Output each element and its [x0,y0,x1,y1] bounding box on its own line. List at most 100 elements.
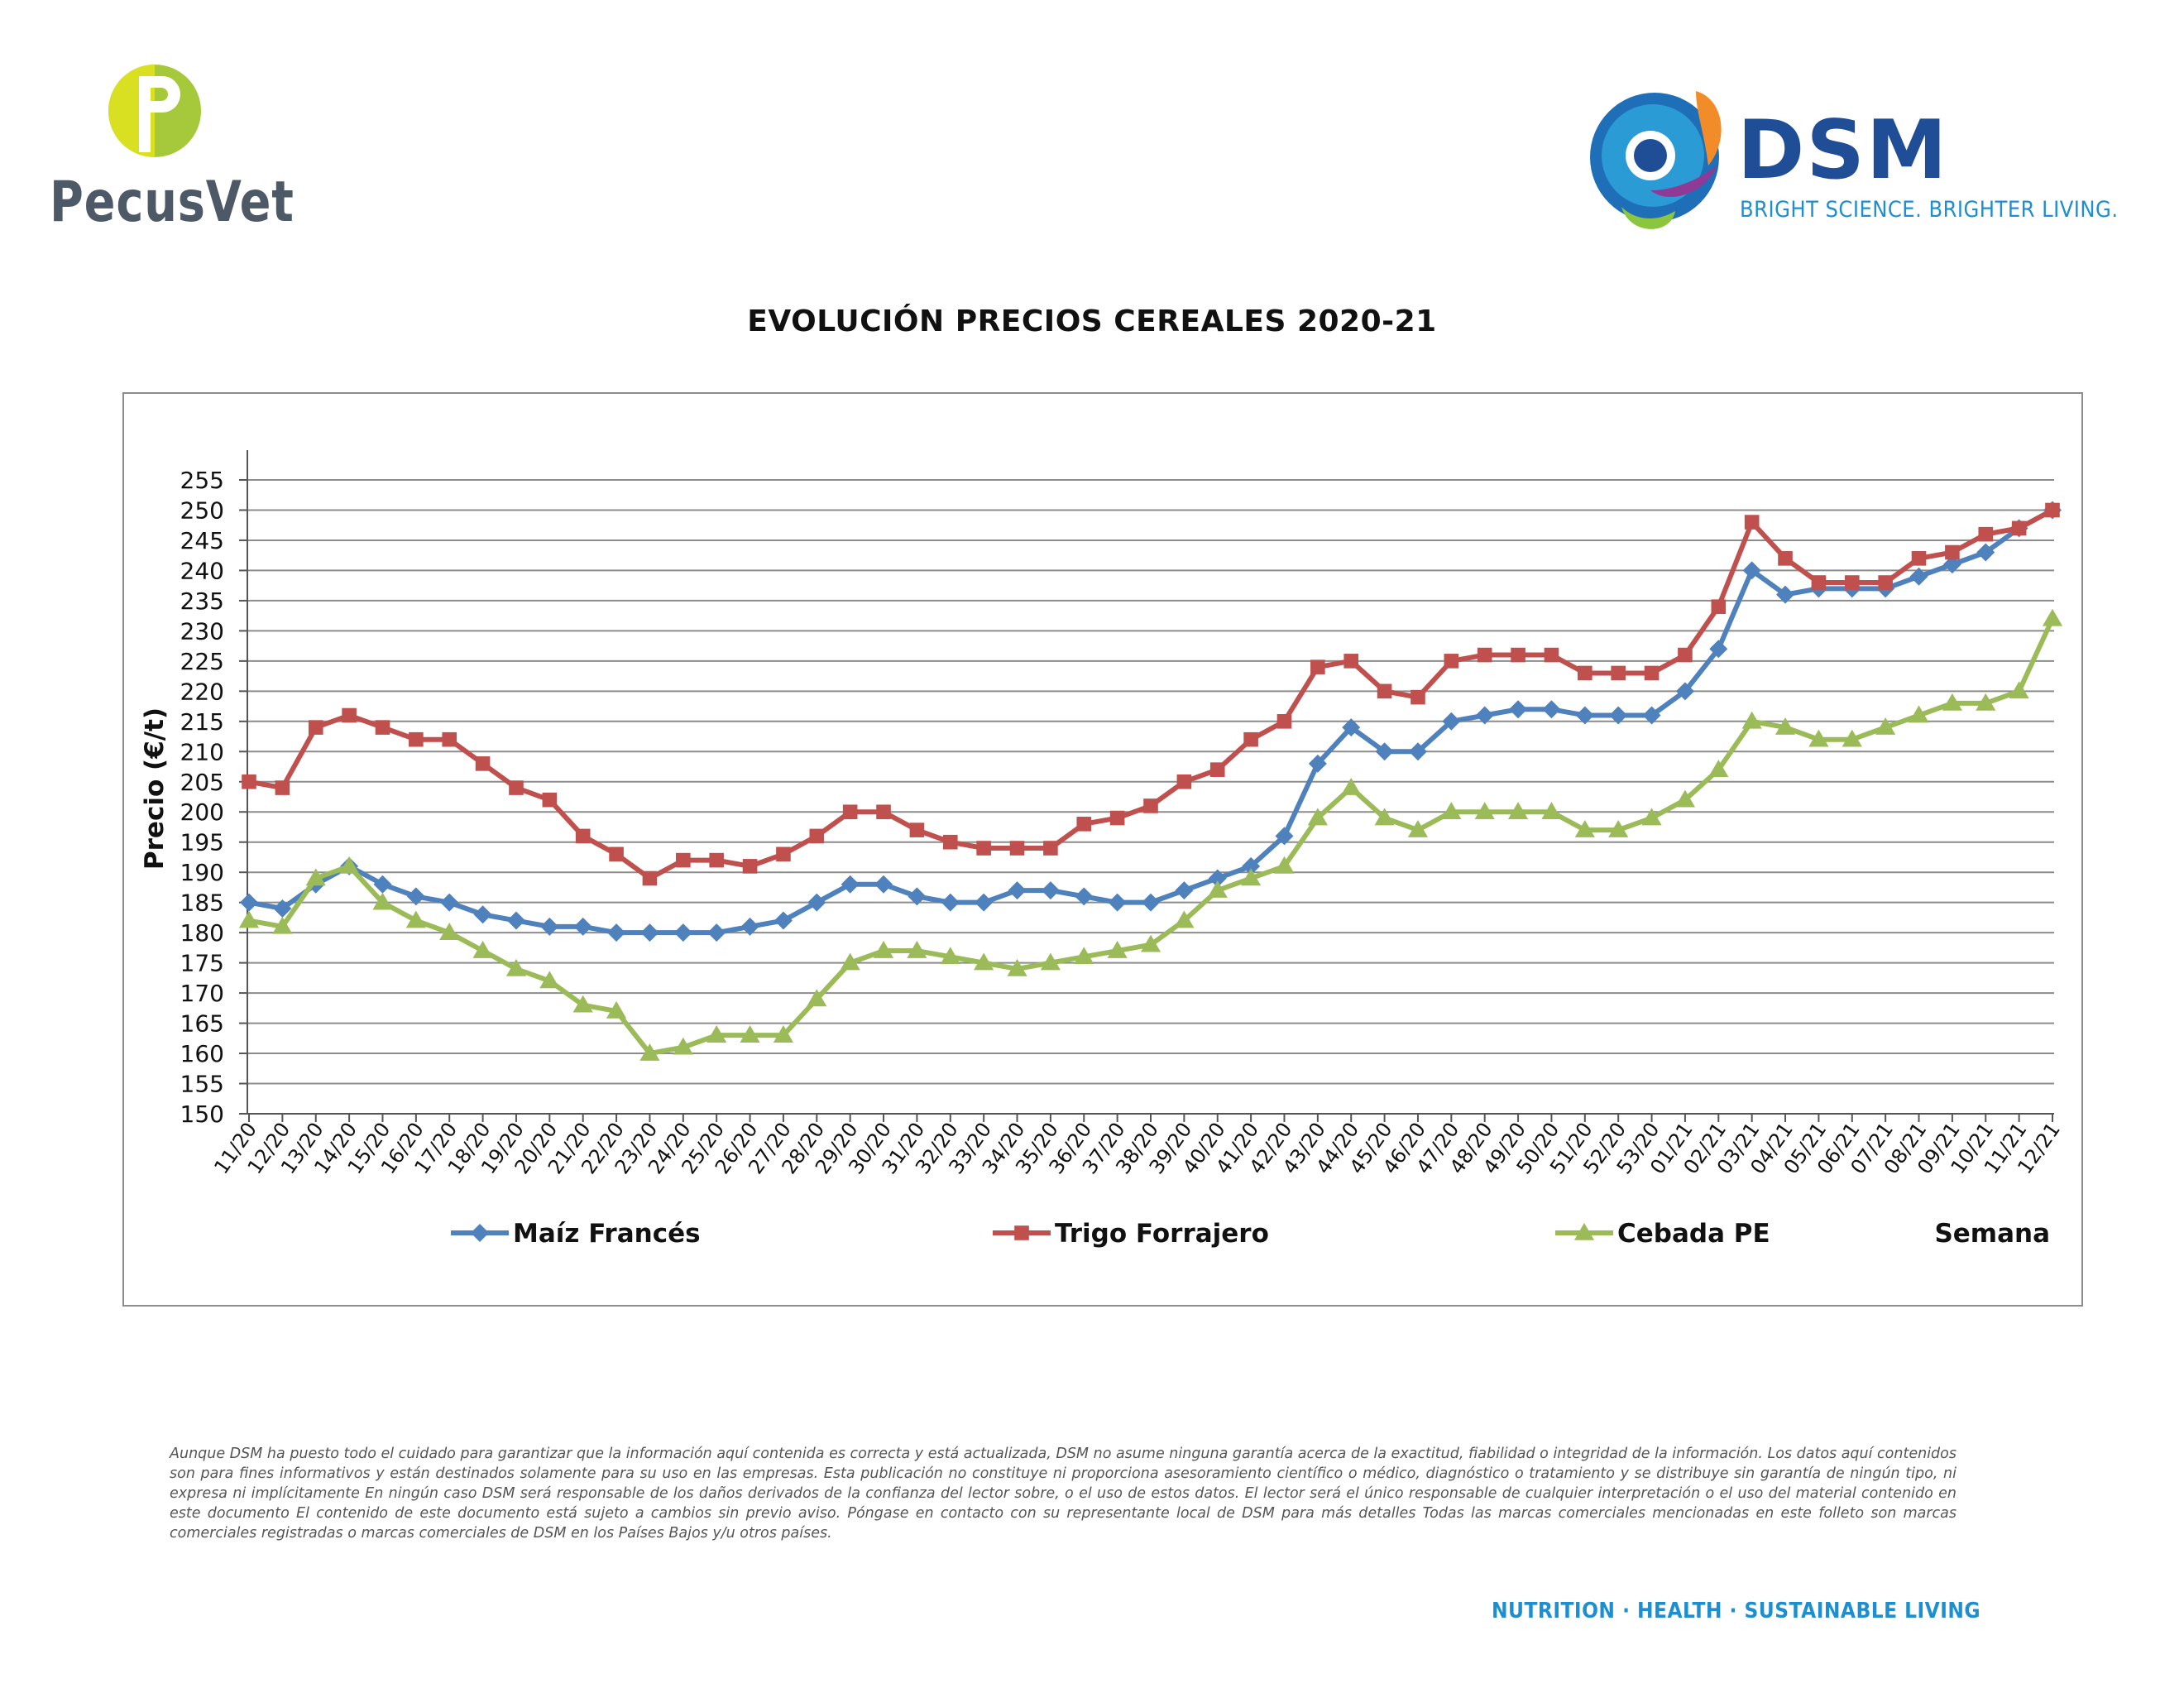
square-marker [676,852,691,868]
square-marker [642,870,658,886]
square-marker [842,804,858,820]
diamond-marker [874,875,893,894]
triangle-marker [1007,958,1027,976]
square-marker [2045,502,2060,518]
y-tick-label: 215 [180,708,224,736]
diamond-marker [506,911,525,930]
legend-label: Cebada PE [1617,1219,1770,1249]
square-marker [709,852,724,868]
y-tick-label: 165 [180,1010,224,1038]
square-marker [1578,665,1592,681]
diamond-marker [1008,881,1027,900]
diamond-marker [440,893,459,912]
square-marker [1043,841,1058,856]
triangle-marker [1909,705,1929,723]
y-tick-label: 205 [180,769,224,796]
diamond-marker [1275,827,1294,846]
triangle-marker [740,1025,760,1043]
diamond-marker [1308,754,1327,773]
triangle-marker [1608,820,1629,837]
diamond-marker [1509,700,1528,719]
y-tick-label: 195 [180,829,224,856]
series-ma-z-franc-s [240,501,2062,942]
triangle-marker [539,971,560,989]
square-marker [976,841,991,856]
triangle-marker [1976,693,1996,711]
y-tick-label: 235 [180,587,224,615]
square-marker [475,756,491,771]
triangle-marker [1441,802,1462,820]
triangle-marker [272,916,293,934]
series-lines [238,501,2063,1061]
y-tick-label: 230 [180,617,224,645]
diamond-marker [1976,543,1995,562]
legend: Maíz Francés Trigo Forrajero Cebada PE Sema… [451,1219,2050,1249]
y-tick-label: 155 [180,1071,224,1098]
triangle-marker [1407,820,1429,837]
diamond-marker [1675,682,1694,701]
triangle-marker [472,940,493,958]
diamond-marker [1776,585,1795,604]
diamond-marker [1242,856,1261,875]
square-marker [1511,647,1525,663]
diamond-marker [573,917,592,936]
triangle-marker [1207,880,1228,898]
square-marker [1276,714,1292,729]
triangle-marker [2009,681,2029,699]
y-tick-label: 245 [180,527,224,554]
triangle-marker [1541,802,1562,820]
y-axis-title: Precio (€/t) [140,707,170,870]
triangle-marker [873,940,894,958]
triangle-marker [1942,693,1962,711]
triangle-marker [907,940,927,958]
square-marker [909,822,925,837]
y-tick-label: 255 [180,467,224,494]
x-axis-title: Semana [1934,1219,2050,1249]
square-marker [942,834,958,850]
square-marker [1644,665,1660,681]
square-marker [1911,551,1927,566]
triangle-marker [1573,1222,1595,1240]
square-marker [1014,1225,1029,1240]
gridlines [247,479,2054,1115]
square-marker [1209,762,1225,777]
diamond-marker [1642,706,1661,725]
pecusvet-logo [108,65,201,157]
triangle-marker [1174,910,1195,928]
square-marker [1477,647,1492,663]
triangle-marker [840,952,860,971]
dsm-wordmark: DSM [1737,103,1949,198]
y-tick-label: 250 [180,496,224,524]
square-marker [375,720,390,735]
diamond-marker [1475,706,1494,725]
square-marker [275,780,290,795]
diamond-marker [607,923,626,942]
triangle-marker [1507,802,1529,820]
square-marker [1176,774,1192,789]
triangle-marker [305,868,326,886]
triangle-marker [1842,729,1862,747]
dsm-logo [1590,91,1722,229]
diamond-marker [774,911,793,930]
square-marker [1544,647,1559,663]
diamond-marker [1408,742,1427,761]
square-marker [1076,817,1092,832]
diamond-marker [1175,881,1194,900]
y-tick-label: 150 [180,1101,224,1128]
diamond-marker [807,893,826,912]
square-marker [1377,683,1392,699]
square-marker [409,731,424,747]
square-marker [1711,599,1727,614]
square-marker [1243,731,1258,747]
disclaimer-text: Aunque DSM ha puesto todo el cuidado par… [170,1446,1956,1542]
triangle-marker [807,989,827,1007]
square-marker [1143,798,1158,813]
triangle-marker [1641,808,1662,826]
axes: 1501551601651701751801851901952002052102… [140,450,2065,1178]
triangle-marker [1074,947,1094,965]
diamond-marker [740,917,759,936]
triangle-marker [1741,711,1762,729]
square-marker [1444,654,1459,669]
square-marker [1744,515,1760,530]
triangle-marker [974,952,994,971]
